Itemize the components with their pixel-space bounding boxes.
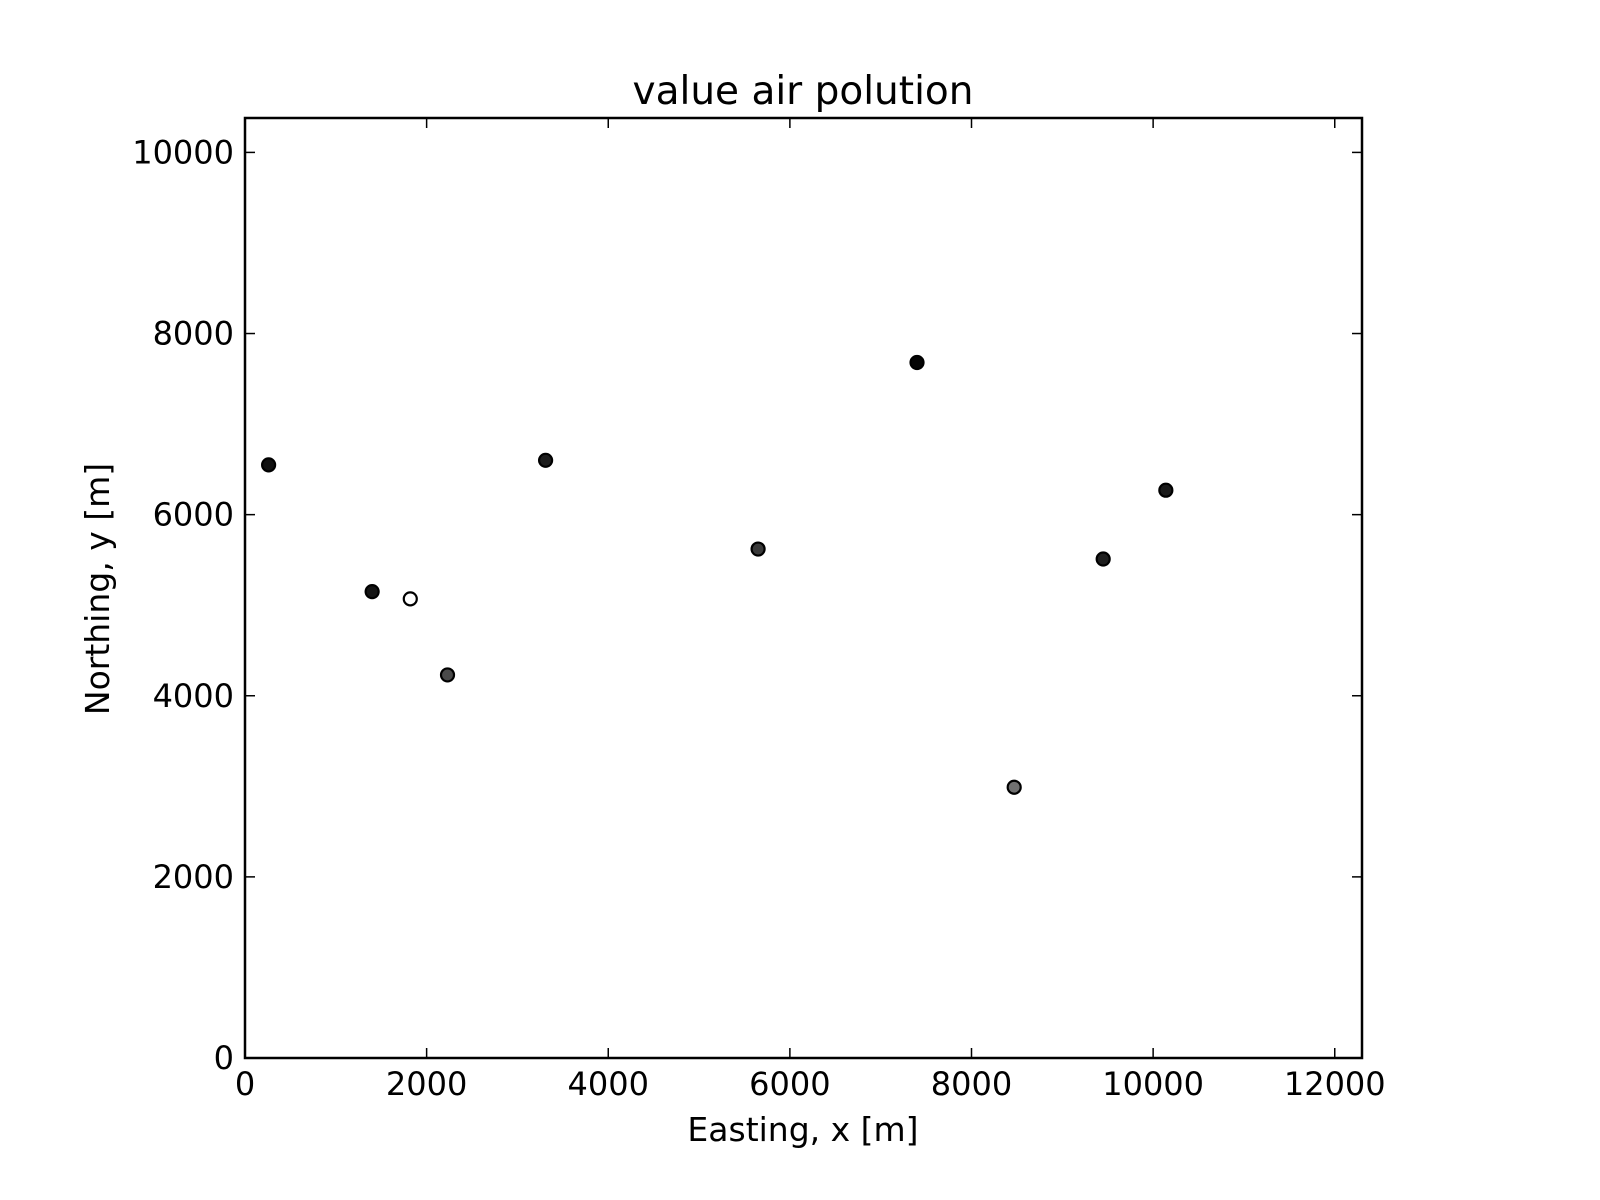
data-points — [261, 354, 1174, 795]
x-axis-title: Easting, x [m] — [687, 1110, 918, 1149]
data-point — [1158, 482, 1174, 498]
data-point — [1006, 779, 1022, 795]
x-tick-label: 10000 — [1102, 1065, 1204, 1103]
y-tick-label: 8000 — [153, 315, 234, 353]
y-tick-label: 10000 — [132, 133, 234, 171]
y-tick-label: 4000 — [153, 677, 234, 715]
y-tick-label: 0 — [214, 1039, 234, 1077]
plot-frame — [243, 116, 1364, 1060]
x-tick-label: 2000 — [386, 1065, 467, 1103]
y-tick-label: 6000 — [153, 496, 234, 534]
data-point — [909, 354, 925, 371]
data-point — [439, 667, 456, 683]
chart-title: value air polution — [633, 69, 974, 114]
data-point — [537, 452, 554, 468]
data-point — [364, 584, 380, 600]
data-point — [261, 457, 277, 473]
y-axis-ticks: 0 2000 4000 6000 8000 10000 — [132, 133, 1362, 1077]
x-tick-label: 4000 — [568, 1065, 649, 1103]
x-tick-label: 12000 — [1284, 1065, 1386, 1103]
x-tick-label: 0 — [235, 1065, 255, 1103]
data-point — [402, 591, 418, 607]
x-tick-label: 8000 — [931, 1065, 1012, 1103]
y-axis-title: Northing, y [m] — [78, 463, 117, 715]
y-tick-label: 2000 — [153, 858, 234, 896]
data-point — [1095, 551, 1111, 567]
x-axis-ticks: 0 2000 4000 6000 8000 10000 12000 — [235, 118, 1386, 1103]
data-point — [750, 541, 766, 557]
x-tick-label: 6000 — [749, 1065, 830, 1103]
